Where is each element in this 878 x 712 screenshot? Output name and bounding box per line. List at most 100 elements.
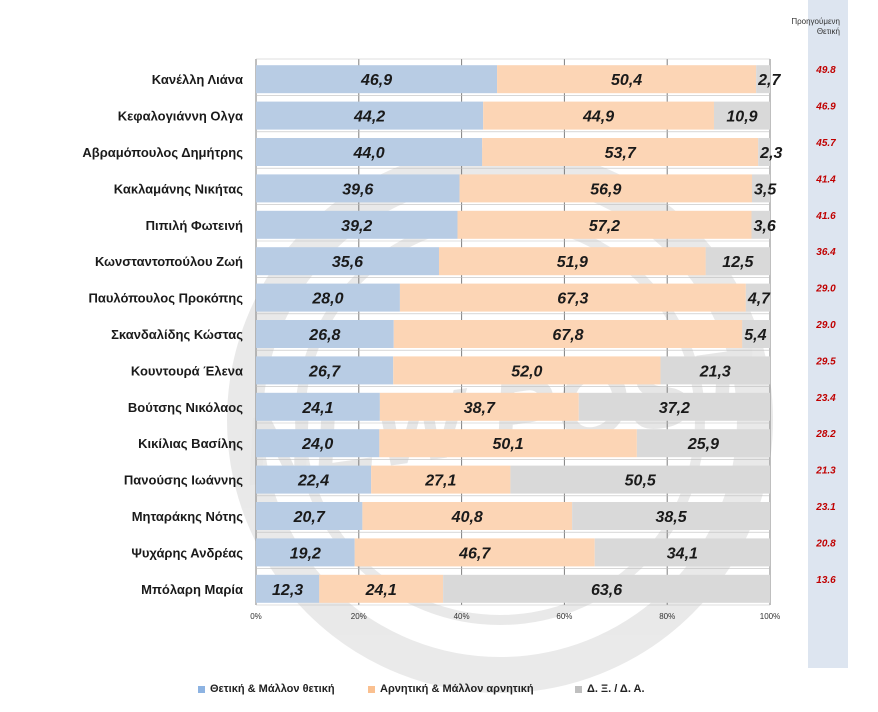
category-label: Βούτσης Νικόλαος: [128, 400, 243, 415]
bar-value-label: 20,7: [293, 509, 326, 526]
bar-value-label: 2,7: [757, 72, 781, 89]
bar-segment: [751, 210, 770, 239]
bar-value-label: 56,9: [590, 181, 621, 198]
bar-value-labels: 46,9 50,4 2,7 44,2 44,9 10,9 44,0 53,7 2,3 39,6 56…: [272, 72, 782, 599]
bar-value-label: 44,0: [353, 145, 385, 162]
legend-dkna-swatch: [575, 685, 582, 693]
bar-segment: [443, 574, 770, 603]
bar-value-label: 4,7: [747, 291, 771, 308]
category-label: Κωνσταντοπούλου Ζωή: [95, 254, 243, 269]
bar-value-label: 28,0: [311, 291, 343, 308]
bar-value-label: 46,9: [360, 72, 392, 89]
x-tick-label: 60%: [556, 612, 572, 621]
category-label: Κακλαμάνης Νικήτας: [114, 181, 244, 196]
bar-segment: [256, 210, 458, 239]
bar-segment: [660, 356, 770, 385]
category-label: Ψυχάρης Ανδρέας: [131, 545, 243, 560]
bar-value-label: 44,9: [582, 109, 614, 126]
x-tick-label: 80%: [659, 612, 675, 621]
bar-segment: [256, 502, 363, 530]
bar-value-label: 26,8: [308, 327, 340, 344]
bar-segment: [482, 138, 759, 166]
bar-value-label: 5,4: [744, 327, 766, 344]
bar-segment: [745, 283, 770, 312]
previous-positive-panel: [808, 0, 848, 668]
previous-header-line-2: Θετική: [816, 27, 840, 36]
bar-segment: [572, 502, 770, 530]
bar-segment: [457, 210, 752, 239]
bar-value-label: 53,7: [605, 145, 637, 162]
bar-segment: [362, 502, 573, 530]
bar-segment: [752, 174, 770, 203]
bar-segment: [256, 429, 380, 458]
bar-value-label: 22,4: [297, 473, 329, 490]
bar-segment: [256, 247, 439, 276]
bar-segment: [319, 574, 444, 603]
bar-value-label: 38,7: [464, 400, 496, 417]
previous-positive-value: 21.3: [815, 466, 836, 477]
bar-value-label: 50,5: [625, 473, 657, 490]
bar-value-label: 3,5: [754, 181, 777, 198]
previous-positive-value: 29.0: [815, 284, 836, 295]
bar-value-label: 63,6: [591, 582, 622, 599]
previous-positive-value: 36.4: [816, 247, 836, 258]
previous-positive-header: Προηγούμενη Θετική: [762, 17, 840, 37]
previous-positive-value: 28.2: [815, 429, 836, 440]
bar-value-label: 10,9: [726, 109, 757, 126]
category-label: Μπόλαρη Μαρία: [141, 582, 243, 597]
previous-positive-value: 46.9: [815, 102, 836, 113]
bar-segment: [636, 429, 770, 458]
bar-value-label: 24,0: [301, 436, 333, 453]
bar-value-label: 21,3: [699, 363, 731, 380]
bar-value-label: 3,6: [753, 218, 775, 235]
bar-segment: [705, 247, 770, 276]
previous-positive-value: 41.4: [815, 174, 836, 185]
bar-value-label: 67,3: [557, 291, 588, 308]
previous-positive-value: 13.6: [816, 575, 836, 586]
category-label: Κεφαλογιάννη Ολγα: [118, 109, 243, 124]
bar-value-label: 50,1: [493, 436, 524, 453]
bar-value-label: 37,2: [659, 400, 690, 417]
bar-value-label: 27,1: [424, 473, 456, 490]
previous-positive-value: 29.5: [815, 356, 836, 367]
bar-segment: [256, 174, 460, 203]
category-label: Πανούσης Ιωάννης: [124, 473, 243, 488]
chart-bars: [256, 65, 770, 603]
bar-segment: [459, 174, 753, 203]
bar-value-label: 67,8: [552, 327, 583, 344]
bar-segment: [399, 283, 746, 312]
bar-segment: [256, 65, 498, 94]
bar-segment: [379, 392, 579, 421]
bar-value-label: 12,3: [272, 582, 303, 599]
legend-positive: Θετική & Μάλλον θετική: [198, 683, 335, 695]
bar-segment: [354, 538, 595, 567]
previous-positive-value: 49.8: [815, 65, 836, 76]
bar-segment: [371, 465, 511, 494]
bar-segment: [256, 574, 320, 603]
category-label: Σκανδαλίδης Κώστας: [111, 327, 243, 342]
category-label: Κουντουρά Έλενα: [131, 363, 243, 378]
bar-value-label: 52,0: [511, 363, 542, 380]
bar-segment: [393, 320, 743, 348]
bar-segment: [713, 101, 770, 130]
legend-negative-label: Αρνητική & Μάλλον αρνητική: [380, 683, 534, 695]
bar-value-label: 12,5: [722, 254, 754, 271]
previous-positive-value: 41.6: [815, 211, 836, 222]
previous-positive-values: 49.8 46.9 45.7 41.4 41.6 36.4 29.0 29.0 29.5 23.4…: [815, 65, 836, 586]
bar-value-label: 38,5: [655, 509, 687, 526]
bar-value-label: 25,9: [687, 436, 719, 453]
bar-segment: [256, 283, 400, 312]
x-tick-label: 40%: [454, 612, 470, 621]
legend-negative-swatch: [368, 685, 375, 693]
category-label: Κανέλλη Λιάνα: [152, 72, 243, 87]
bar-value-label: 35,6: [332, 254, 363, 271]
legend-negative: Αρνητική & Μάλλον αρνητική: [368, 683, 534, 695]
previous-positive-value: 45.7: [815, 138, 836, 149]
bar-value-label: 39,2: [341, 218, 372, 235]
legend-positive-label: Θετική & Μάλλον θετική: [210, 683, 335, 695]
previous-header-line-1: Προηγούμενη: [791, 17, 840, 26]
x-tick-label: 0%: [250, 612, 262, 621]
bar-value-label: 34,1: [667, 545, 698, 562]
category-label: Μηταράκης Νότης: [132, 509, 244, 524]
